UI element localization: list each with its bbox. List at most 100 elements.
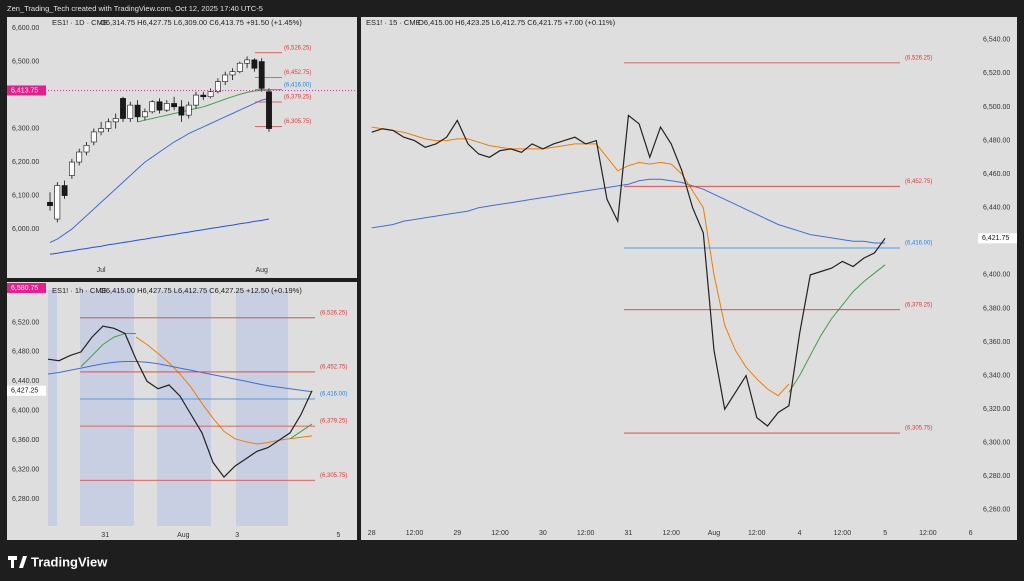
high-label: 6,580.75	[11, 285, 38, 292]
level-label: (6,526.25)	[284, 45, 311, 51]
candle-body	[171, 103, 177, 108]
candle-body	[236, 62, 243, 72]
level-label: (6,452.75)	[284, 70, 311, 76]
moving-average	[135, 336, 313, 445]
x-tick-label: 6	[969, 530, 973, 537]
y-tick-label: 6,380.00	[983, 305, 1010, 312]
candle-body	[142, 111, 148, 118]
panel	[7, 17, 357, 278]
x-tick-label: 28	[368, 530, 376, 537]
x-tick-label: 29	[453, 530, 461, 537]
logo-text: TradingView	[31, 554, 108, 569]
logo-icon	[8, 556, 27, 568]
candle-body	[83, 145, 90, 153]
candle-body	[222, 74, 229, 82]
y-tick-label: 6,440.00	[983, 205, 1010, 212]
moving-average	[49, 218, 270, 255]
candle-body	[61, 185, 68, 196]
candle-body	[266, 91, 272, 129]
session-bands	[48, 290, 288, 526]
y-tick-label: 6,500.00	[983, 104, 1010, 111]
level-label: (6,379.25)	[284, 95, 311, 101]
candle-body	[149, 101, 156, 113]
candle-body	[244, 59, 250, 64]
y-tick-label: 6,600.00	[12, 25, 39, 32]
candle-body	[54, 185, 61, 220]
candle-body	[229, 71, 236, 76]
candle-body	[178, 106, 185, 116]
candle-body	[120, 98, 126, 119]
y-tick-label: 6,480.00	[983, 137, 1010, 144]
quote: O6,415.00 H6,423.25 L6,412.75 C6,421.75 …	[418, 18, 616, 27]
y-tick-label: 6,200.00	[12, 159, 39, 166]
level-label: (6,305.75)	[284, 119, 311, 125]
level-label: (6,416.00)	[905, 241, 932, 247]
x-tick-label: 12:00	[748, 530, 766, 537]
y-tick-label: 6,260.00	[983, 507, 1010, 514]
candle-body	[185, 104, 192, 116]
candle-body	[163, 103, 170, 111]
candle-body	[258, 61, 265, 89]
candle-body	[127, 104, 134, 119]
y-tick-label: 6,540.00	[983, 37, 1010, 44]
candle-body	[207, 91, 214, 98]
x-tick-label: 31	[625, 530, 633, 537]
y-tick-label: 6,300.00	[983, 440, 1010, 447]
logo: TradingView	[8, 554, 108, 569]
x-tick-label: 3	[235, 532, 239, 539]
x-tick-label: Aug	[255, 267, 268, 274]
moving-average	[80, 333, 313, 440]
session-band	[80, 290, 134, 526]
quote: O6,415.00 H6,427.75 L6,412.75 C6,427.25 …	[100, 286, 302, 295]
candle-body	[105, 121, 112, 129]
x-tick-label: 12:00	[577, 530, 595, 537]
x-tick-label: 12:00	[919, 530, 937, 537]
y-tick-label: 6,100.00	[12, 192, 39, 199]
x-tick-label: Aug	[708, 530, 721, 537]
price-line	[47, 325, 313, 479]
level-label: (6,305.75)	[905, 426, 932, 432]
quote: O6,314.75 H6,427.75 L6,309.00 C6,413.75 …	[100, 18, 302, 27]
last-price-label: 6,427.25	[11, 388, 38, 395]
moving-average	[137, 89, 270, 123]
moving-average	[49, 97, 270, 243]
level-label: (6,379.25)	[905, 302, 932, 308]
price-line	[371, 114, 886, 427]
session-band	[48, 290, 57, 526]
symbol: ES1! · 1h · CME	[52, 286, 107, 295]
y-tick-label: 6,460.00	[983, 171, 1010, 178]
y-tick-label: 6,360.00	[983, 339, 1010, 346]
level-label: (6,416.00)	[284, 82, 311, 88]
y-tick-label: 6,300.00	[12, 125, 39, 132]
x-tick-label: 30	[539, 530, 547, 537]
x-tick-label: Jul	[97, 267, 106, 274]
y-tick-label: 6,320.00	[12, 467, 39, 474]
level-label: (6,416.00)	[320, 392, 347, 398]
symbol: ES1! · 1D · CME	[52, 18, 108, 27]
moving-average	[47, 361, 313, 393]
y-tick-label: 6,520.00	[983, 70, 1010, 77]
candle-body	[47, 201, 53, 206]
last-price-box	[7, 85, 46, 96]
moving-average	[371, 178, 886, 244]
candle-body	[69, 161, 75, 176]
panel	[361, 17, 1017, 540]
x-tick-label: 31	[101, 532, 109, 539]
candle-body	[98, 128, 104, 133]
y-tick-label: 6,400.00	[983, 272, 1010, 279]
x-tick-label: Aug	[177, 532, 190, 539]
x-tick-label: 12:00	[406, 530, 424, 537]
y-tick-label: 6,280.00	[12, 496, 39, 503]
last-price-label: 6,421.75	[982, 235, 1009, 242]
candle-body	[215, 81, 221, 93]
session-band	[236, 290, 288, 526]
last-price-box	[7, 385, 46, 396]
level-label: (6,452.75)	[320, 365, 347, 371]
x-tick-label: 12:00	[491, 530, 509, 537]
high-label-box	[7, 283, 46, 293]
candle-body	[193, 94, 199, 106]
y-tick-label: 6,360.00	[12, 437, 39, 444]
level-label: (6,379.25)	[320, 419, 347, 425]
y-tick-label: 6,000.00	[12, 226, 39, 233]
